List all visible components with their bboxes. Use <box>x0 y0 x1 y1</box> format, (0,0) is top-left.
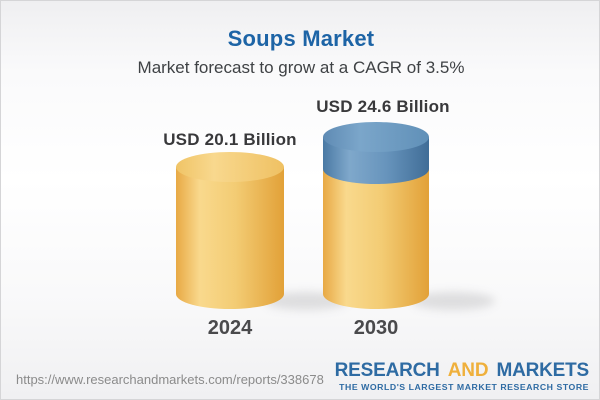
value-label-2030: USD 24.6 Billion <box>316 97 450 116</box>
value-label-2024: USD 20.1 Billion <box>163 130 297 149</box>
research-and-markets-logo: RESEARCH AND MARKETS THE WORLD'S LARGEST… <box>334 360 590 392</box>
axis-label-2030: 2030 <box>353 317 399 339</box>
logo-wordmark: RESEARCH AND MARKETS <box>334 360 590 381</box>
logo-word-research: RESEARCH <box>334 360 440 381</box>
chart-title: Soups Market <box>227 26 375 51</box>
logo-word-markets: MARKETS <box>496 360 589 381</box>
report-url: https://www.researchandmarkets.com/repor… <box>16 372 324 387</box>
chart-subtitle: Market forecast to grow at a CAGR of 3.5… <box>137 58 465 77</box>
bar-2030-cylinder <box>323 122 429 309</box>
logo-tagline: THE WORLD'S LARGEST MARKET RESEARCH STOR… <box>339 382 589 392</box>
logo-word-and: AND <box>447 360 489 381</box>
bar-2024-cylinder <box>176 152 284 309</box>
axis-label-2024: 2024 <box>207 317 253 339</box>
